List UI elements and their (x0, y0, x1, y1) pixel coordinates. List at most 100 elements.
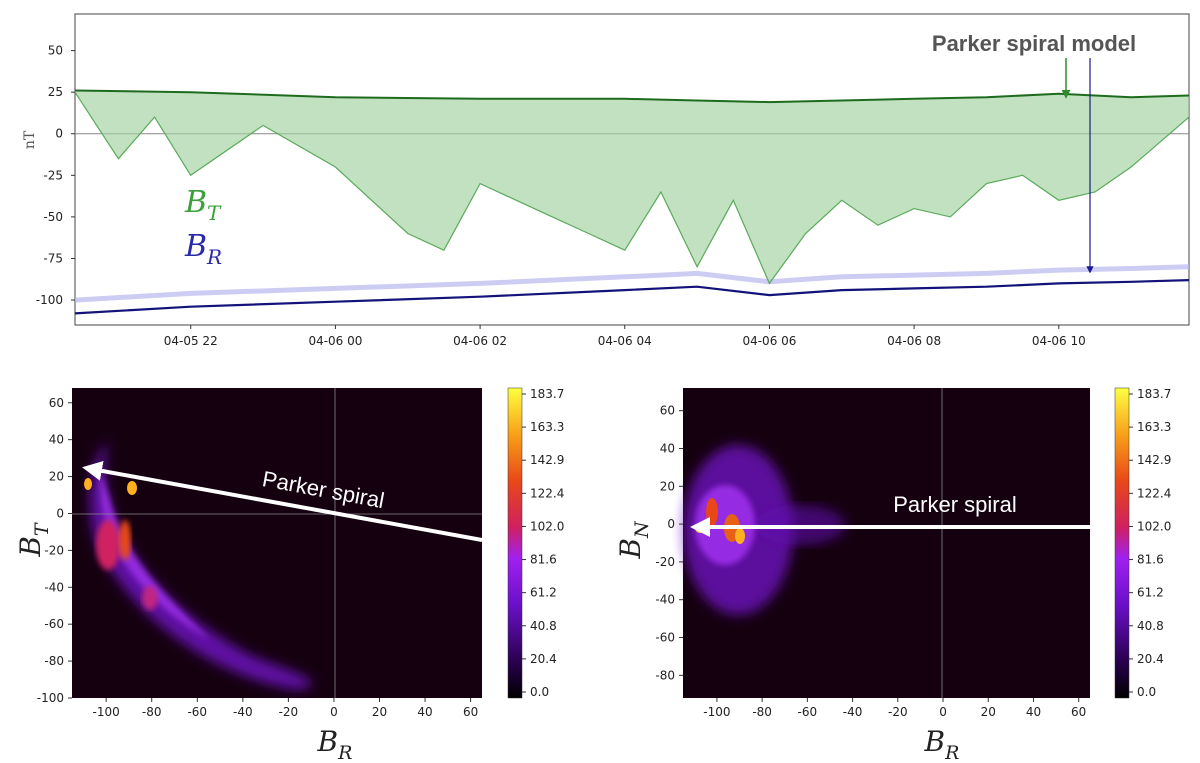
bt-model-line (74, 89, 1190, 104)
timeseries-y-ticks: 50 25 0 -25 -50 -75 -100 (36, 44, 75, 307)
heatmap-br-bt-arrow (82, 461, 483, 542)
y-tick-label: -80 (44, 654, 64, 668)
colorbar-tick-label: 0.0 (530, 685, 549, 699)
colorbar-1-ticks: 183.7 163.3 142.9 122.4 102.0 81.6 61.2 40.8 20.… (522, 387, 564, 699)
x-tick-label: 0 (330, 705, 338, 719)
heatmap-br-bt-x-ticks: -100 -80 -60 -40 -20 0 20 40 60 (93, 698, 478, 719)
heatmap-br-bt-density (84, 440, 312, 690)
heatmap-br-bt-xlabel: BR (317, 725, 353, 763)
colorbar-tick-label: 102.0 (530, 519, 564, 533)
y-tick-label: -75 (43, 251, 63, 265)
colorbar-tick-label: 122.4 (530, 486, 564, 500)
y-tick-label: -80 (655, 668, 675, 682)
colorbar-tick-label: 183.7 (1137, 387, 1171, 401)
parker-model-annotation: Parker spiral model (932, 31, 1136, 56)
legend-br: BR (184, 229, 222, 269)
x-tick-label: -60 (798, 705, 818, 719)
heatmap-br-bn-ylabel: BN (614, 520, 653, 560)
colorbar-tick-label: 163.3 (530, 420, 564, 434)
timeseries-ylabel: nT (22, 130, 38, 149)
x-tick-label: 04-06 04 (598, 334, 652, 348)
colorbar-tick-label: 122.4 (1137, 486, 1171, 500)
colorbar-tick-label: 163.3 (1137, 420, 1171, 434)
x-tick-label: 04-06 00 (308, 334, 362, 348)
y-tick-label: -60 (655, 631, 675, 645)
br-model-line (74, 279, 1190, 315)
colorbar-2-ticks: 183.7 163.3 142.9 122.4 102.0 81.6 61.2 40.8 20.… (1129, 387, 1171, 699)
x-tick-label: -100 (703, 705, 730, 719)
x-tick-label: 60 (463, 705, 478, 719)
x-tick-label: -20 (888, 705, 908, 719)
y-tick-label: -40 (655, 593, 675, 607)
x-tick-label: 60 (1071, 705, 1086, 719)
colorbar-tick-label: 0.0 (1137, 685, 1156, 699)
legend-bt: BT (184, 185, 222, 225)
x-tick-label: -20 (279, 705, 299, 719)
timeseries-panel: 50 25 0 -25 -50 -75 -100 04-05 22 04-06 00 04-06… (22, 13, 1190, 348)
x-tick-label: -60 (187, 705, 207, 719)
x-tick-label: 04-06 10 (1032, 334, 1086, 348)
bt-observed-line (74, 91, 1190, 285)
colorbar-tick-label: 61.2 (530, 586, 557, 600)
colorbar-tick-label: 81.6 (1137, 553, 1164, 567)
colorbar-tick-label: 142.9 (1137, 453, 1171, 467)
x-tick-label: 20 (981, 705, 996, 719)
y-tick-label: 40 (660, 441, 675, 455)
x-tick-label: 0 (939, 705, 947, 719)
colorbar-tick-label: 102.0 (1137, 519, 1171, 533)
heatmap-br-bt-y-ticks: 60 40 20 0 -20 -40 -60 -80 -100 (37, 396, 72, 705)
heatmap-br-bt-background (72, 388, 482, 698)
y-tick-label: 0 (56, 506, 64, 520)
y-tick-label: 20 (660, 479, 675, 493)
y-tick-label: 60 (49, 396, 64, 410)
y-tick-label: -60 (44, 617, 64, 631)
y-tick-label: -20 (655, 555, 675, 569)
x-tick-label: 04-06 02 (453, 334, 507, 348)
y-tick-label: 60 (660, 404, 675, 418)
x-tick-label: 04-05 22 (164, 334, 218, 348)
colorbar-tick-label: 142.9 (530, 453, 564, 467)
x-tick-label: 40 (1026, 705, 1041, 719)
colorbar-tick-label: 81.6 (530, 553, 557, 567)
x-tick-label: -40 (233, 705, 253, 719)
y-tick-label: -100 (36, 293, 63, 307)
y-tick-label: 20 (49, 470, 64, 484)
heatmap-br-bt-ylabel: BT (14, 522, 53, 558)
x-tick-label: -100 (93, 705, 120, 719)
y-tick-label: 0 (55, 127, 63, 141)
y-tick-label: -40 (44, 580, 64, 594)
colorbar-1 (507, 387, 523, 699)
x-tick-label: 04-06 08 (887, 334, 941, 348)
y-tick-label: 40 (49, 433, 64, 447)
br-observed-line (74, 264, 1190, 303)
y-tick-label: -20 (44, 543, 64, 557)
y-tick-label: -100 (37, 691, 64, 705)
y-tick-label: 50 (48, 44, 63, 58)
timeseries-plot (74, 89, 1190, 315)
colorbar-tick-label: 20.4 (530, 652, 557, 666)
x-tick-label: -80 (752, 705, 772, 719)
y-tick-label: -25 (43, 168, 63, 182)
colorbar-tick-label: 183.7 (530, 387, 564, 401)
x-tick-label: 04-06 06 (742, 334, 796, 348)
colorbar-tick-label: 61.2 (1137, 586, 1164, 600)
heatmap-br-bn-panel: Parker spiral 60 40 20 0 -20 -40 -60 -80 -100 -8… (614, 387, 1171, 763)
x-tick-label: 20 (372, 705, 387, 719)
colorbar-tick-label: 40.8 (1137, 619, 1164, 633)
colorbar-tick-label: 20.4 (1137, 652, 1164, 666)
x-tick-label: 40 (417, 705, 432, 719)
y-tick-label: -50 (43, 210, 63, 224)
heatmap-br-bn-y-ticks: 60 40 20 0 -20 -40 -60 -80 (655, 404, 683, 682)
colorbar-tick-label: 40.8 (530, 619, 557, 633)
x-tick-label: -40 (843, 705, 863, 719)
heatmap-br-bn-xlabel: BR (924, 725, 960, 763)
bt-shaded-area (75, 90, 1189, 284)
heatmap-br-bn-x-ticks: -100 -80 -60 -40 -20 0 20 40 60 (703, 698, 1086, 719)
y-tick-label: 25 (48, 85, 63, 99)
colorbar-2 (1114, 387, 1130, 699)
timeseries-x-ticks: 04-05 22 04-06 00 04-06 02 04-06 04 04-06 06… (164, 325, 1086, 348)
heatmap-br-bn-arrow-label: Parker spiral (893, 492, 1016, 517)
y-tick-label: 0 (667, 517, 675, 531)
